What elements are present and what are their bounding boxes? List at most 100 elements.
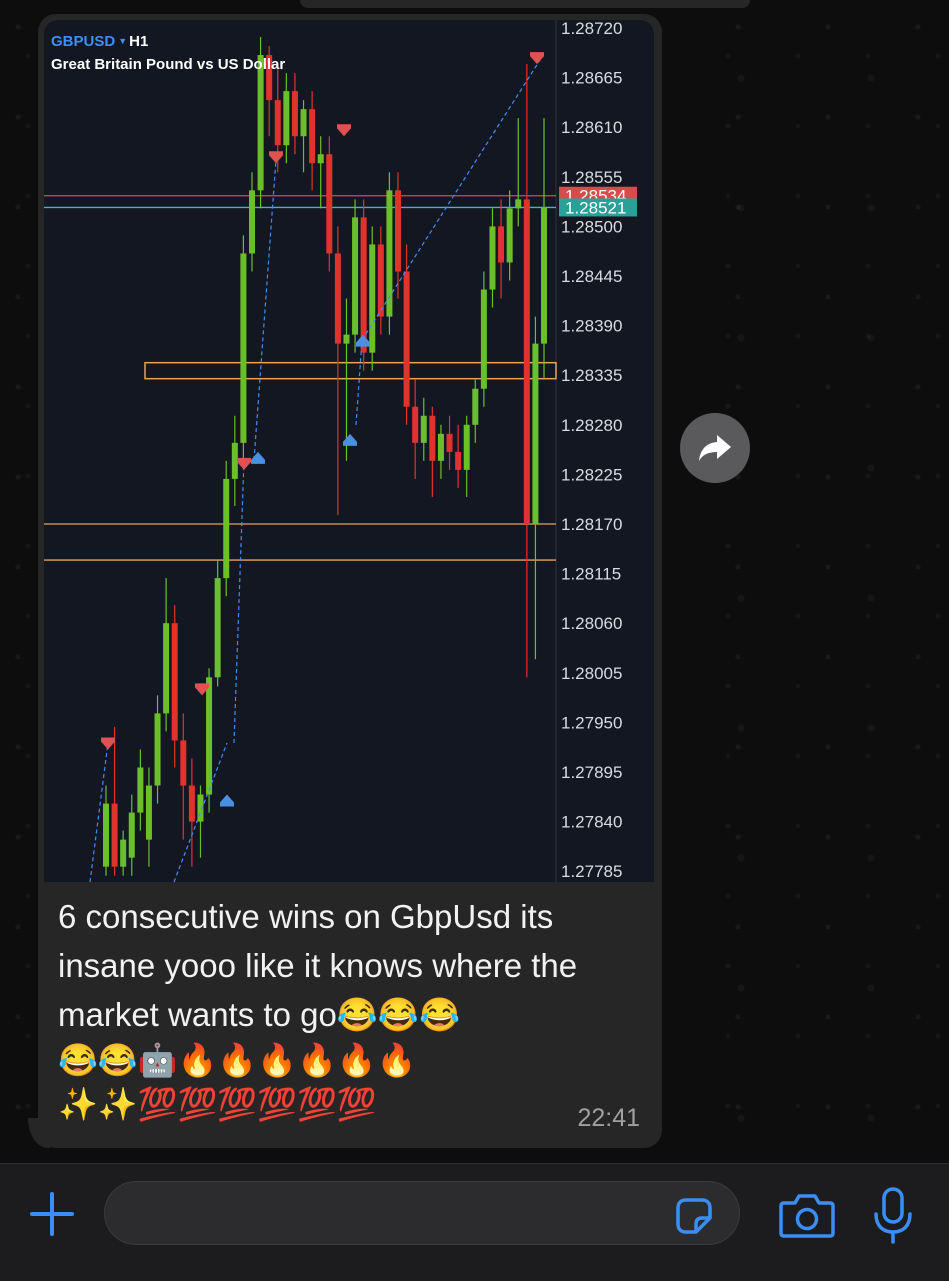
candle-body — [249, 190, 255, 254]
candle-body — [377, 244, 384, 317]
y-axis-tick-label: 1.28225 — [561, 465, 622, 484]
candle-body — [145, 785, 152, 840]
candle-body — [231, 442, 238, 479]
candle-body — [437, 433, 444, 461]
y-axis-tick-label: 1.28335 — [561, 366, 622, 385]
candle-body — [506, 208, 513, 263]
candle-body — [386, 190, 393, 317]
plus-icon[interactable] — [26, 1188, 78, 1240]
candle-body — [455, 451, 462, 470]
buy-arrow-icon — [356, 334, 370, 347]
sell-arrow-icon — [530, 52, 544, 65]
candle-body — [395, 190, 401, 272]
y-axis-tick-label: 1.27785 — [561, 862, 622, 881]
y-axis-tick-label: 1.28445 — [561, 267, 622, 286]
y-axis-tick-label: 1.28060 — [561, 614, 622, 633]
candle-body — [541, 207, 547, 344]
sell-arrow-icon — [237, 457, 251, 470]
candle-body — [446, 433, 453, 452]
candle-body — [300, 109, 307, 137]
previous-message-edge — [300, 0, 750, 8]
candle-body — [120, 839, 127, 867]
candle-body — [463, 424, 470, 470]
candle-body — [403, 271, 410, 407]
candle-body — [283, 91, 290, 146]
microphone-icon[interactable] — [872, 1186, 914, 1246]
y-axis-tick-label: 1.28170 — [561, 515, 622, 534]
buy-arrow-icon — [343, 433, 357, 446]
candle-body — [412, 406, 419, 443]
candle-body — [523, 199, 530, 524]
price-tag — [559, 198, 637, 217]
emoji-line-1: 😂😂🤖🔥🔥🔥🔥🔥🔥 — [58, 1042, 417, 1078]
candle-body — [317, 154, 324, 164]
candle-body — [532, 343, 539, 524]
candle-body — [429, 415, 436, 461]
buy-arrow-icon — [220, 794, 234, 807]
chart-symbol: GBPUSD ▼ H1 — [51, 33, 148, 50]
candle-body — [137, 767, 144, 813]
forward-button[interactable] — [680, 413, 750, 483]
candle-body — [197, 794, 204, 822]
y-axis-tick-label: 1.28115 — [561, 565, 621, 584]
candle-body — [103, 803, 109, 867]
candle-body — [206, 677, 213, 795]
candle-body — [266, 55, 273, 101]
candle-body — [489, 226, 496, 290]
candle-body — [480, 289, 487, 389]
candle-body — [326, 154, 333, 254]
chart-description: Great Britain Pound vs US Dollar — [51, 56, 286, 73]
candle-body — [128, 812, 135, 858]
price-tag-label: 1.28521 — [565, 198, 626, 217]
forward-arrow-icon — [699, 435, 731, 461]
candle-body — [352, 217, 359, 335]
trade-path-line — [233, 459, 245, 744]
candle-body — [111, 803, 118, 867]
candle-body — [369, 244, 376, 353]
candle-body — [171, 623, 178, 741]
chart-image[interactable]: 1.28720 1.28665 1.28610 1.28555 1.28500 1.284… — [44, 20, 654, 882]
message-text: 6 consecutive wins on GbpUsd its insane … — [58, 898, 587, 1033]
trade-path-line — [355, 339, 363, 426]
candle-body — [498, 226, 505, 263]
candle-body — [257, 55, 264, 191]
camera-icon[interactable] — [778, 1191, 836, 1239]
sticker-icon[interactable] — [672, 1194, 716, 1238]
candle-body — [343, 334, 350, 344]
trade-path-line — [253, 159, 277, 461]
candle-body — [472, 388, 479, 425]
message-timestamp: 22:41 — [577, 1104, 640, 1132]
candle-body — [274, 100, 281, 146]
timeframe-label: H1 — [129, 33, 149, 50]
trade-path-line — [89, 742, 109, 882]
y-axis-tick-label: 1.28610 — [561, 118, 622, 137]
y-axis-tick-label: 1.28665 — [561, 69, 622, 88]
candle-body — [154, 713, 161, 786]
message-input[interactable] — [104, 1181, 740, 1245]
support-zone — [144, 361, 557, 380]
y-axis-tick-label: 1.28005 — [561, 664, 622, 683]
y-axis-tick-label: 1.27950 — [561, 713, 622, 732]
y-axis-tick-label: 1.28500 — [561, 217, 622, 236]
sell-arrow-icon — [101, 737, 115, 750]
candle-body — [214, 578, 221, 678]
candle-body — [240, 253, 247, 443]
candle-body — [180, 740, 187, 786]
candlestick-chart: 1.28720 1.28665 1.28610 1.28555 1.28500 1.284… — [44, 20, 637, 882]
symbol-label: GBPUSD — [51, 33, 116, 50]
candle-body — [188, 785, 195, 822]
sell-arrow-icon — [195, 683, 209, 696]
candle-body — [420, 415, 427, 443]
y-axis-tick-label: 1.28720 — [561, 20, 622, 38]
y-axis-tick-label: 1.28390 — [561, 317, 622, 336]
y-axis-tick-label: 1.27895 — [561, 763, 622, 782]
buy-arrow-icon — [251, 451, 265, 464]
candle-body — [163, 623, 170, 714]
composer-bar — [0, 1163, 949, 1281]
candle-body — [334, 253, 341, 344]
y-axis-tick-label: 1.27840 — [561, 813, 622, 832]
candle-body — [309, 109, 316, 164]
candle-body — [291, 91, 298, 137]
candle-body — [360, 217, 367, 353]
symbol-caret-icon: ▼ — [118, 36, 128, 46]
